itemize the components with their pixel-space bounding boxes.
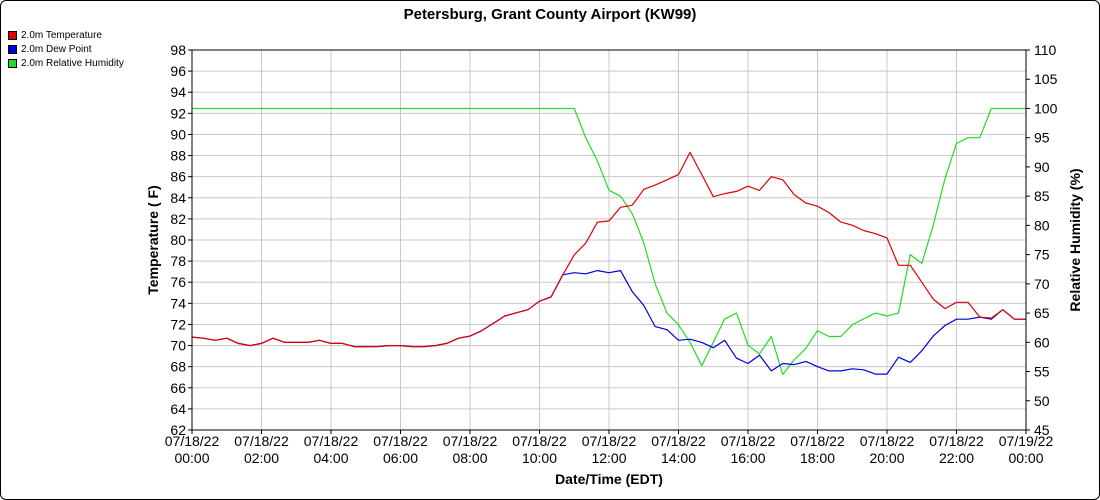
- legend-swatch-dew-point: [8, 44, 17, 54]
- y-tick-label: 80: [170, 232, 186, 248]
- legend: 2.0m Temperature 2.0m Dew Point 2.0m Rel…: [8, 28, 124, 70]
- y2-tick-label: 45: [1034, 422, 1050, 438]
- y2-tick-label: 75: [1034, 247, 1050, 263]
- x-tick-label-time: 10:00: [522, 450, 557, 466]
- legend-label-relative-humidity: 2.0m Relative Humidity: [21, 57, 124, 69]
- x-tick-label-time: 04:00: [313, 450, 348, 466]
- x-tick-label-time: 12:00: [591, 450, 626, 466]
- y-tick-label: 94: [170, 84, 186, 100]
- y-tick-label: 84: [170, 190, 186, 206]
- y2-tick-label: 110: [1034, 42, 1057, 58]
- x-tick-label-date: 07/18/22: [304, 433, 359, 449]
- x-tick-label-time: 18:00: [800, 450, 835, 466]
- y2-tick-label: 105: [1034, 71, 1058, 87]
- y-tick-label: 90: [170, 126, 186, 142]
- legend-item-relative-humidity: 2.0m Relative Humidity: [8, 56, 124, 70]
- y-tick-label: 96: [170, 63, 186, 79]
- y2-tick-label: 65: [1034, 305, 1050, 321]
- y2-tick-label: 50: [1034, 393, 1050, 409]
- legend-item-temperature: 2.0m Temperature: [8, 28, 124, 42]
- legend-swatch-temperature: [8, 30, 17, 40]
- x-tick-label-date: 07/18/22: [790, 433, 845, 449]
- plot-border: [191, 49, 1027, 431]
- y2-tick-label: 60: [1034, 334, 1050, 350]
- x-tick-label-time: 14:00: [661, 450, 696, 466]
- y2-tick-label: 70: [1034, 276, 1050, 292]
- x-tick-label-time: 06:00: [383, 450, 418, 466]
- x-tick-label-date: 07/18/22: [860, 433, 915, 449]
- x-tick-label-date: 07/18/22: [443, 433, 498, 449]
- y-tick-label: 68: [170, 359, 186, 375]
- legend-label-temperature: 2.0m Temperature: [21, 29, 102, 41]
- y2-tick-label: 55: [1034, 364, 1050, 380]
- y-tick-label: 76: [170, 274, 186, 290]
- legend-label-dew-point: 2.0m Dew Point: [21, 43, 92, 55]
- x-axis-label: Date/Time (EDT): [555, 471, 663, 487]
- y2-tick-label: 95: [1034, 130, 1050, 146]
- x-tick-label-date: 07/18/22: [234, 433, 289, 449]
- y-tick-label: 62: [170, 422, 186, 438]
- series-layer: [191, 107, 1026, 376]
- y-tick-label: 66: [170, 380, 186, 396]
- x-tick-label-date: 07/18/22: [165, 433, 220, 449]
- y2-tick-label: 100: [1034, 100, 1058, 116]
- y-tick-label: 82: [170, 211, 186, 227]
- x-tick-label-time: 22:00: [939, 450, 974, 466]
- x-tick-label-date: 07/18/22: [582, 433, 637, 449]
- x-tick-label-date: 07/18/22: [512, 433, 567, 449]
- axis-layer: 62 64 66 68 70 72 74 76 78 80 82 84 86 88 90 92 94 96 98 45…: [165, 42, 1058, 466]
- y-tick-label: 64: [170, 401, 186, 417]
- y2-tick-label: 90: [1034, 159, 1050, 175]
- x-tick-label-time: 20:00: [869, 450, 904, 466]
- x-tick-label-date: 07/18/22: [721, 433, 776, 449]
- x-tick-label-date: 07/19/22: [999, 433, 1054, 449]
- legend-item-dew-point: 2.0m Dew Point: [8, 42, 124, 56]
- y-tick-label: 72: [170, 316, 186, 332]
- y-tick-label: 78: [170, 253, 186, 269]
- y2-tick-label: 80: [1034, 217, 1050, 233]
- chart-title: Petersburg, Grant County Airport (KW99): [404, 6, 697, 23]
- y2-axis-label: Relative Humidity (%): [1067, 168, 1083, 311]
- x-tick-label-date: 07/18/22: [651, 433, 706, 449]
- y2-tick-label: 85: [1034, 188, 1050, 204]
- x-tick-label-time: 00:00: [174, 450, 209, 466]
- relative-humidity-line: [192, 107, 1026, 376]
- y-tick-label: 98: [170, 42, 186, 58]
- legend-swatch-relative-humidity: [8, 58, 17, 68]
- x-tick-label-date: 07/18/22: [929, 433, 984, 449]
- y-tick-label: 74: [170, 295, 186, 311]
- y-tick-label: 86: [170, 169, 186, 185]
- x-tick-label-time: 08:00: [452, 450, 487, 466]
- y-tick-label: 92: [170, 105, 186, 121]
- x-tick-label-date: 07/18/22: [373, 433, 428, 449]
- grid-layer: [191, 49, 1027, 431]
- temperature-line: [191, 151, 1026, 348]
- y-axis-label: Temperature ( F): [145, 185, 161, 294]
- x-tick-label-time: 16:00: [730, 450, 765, 466]
- x-tick-label-time: 02:00: [244, 450, 279, 466]
- y-tick-label: 70: [170, 338, 186, 354]
- y-tick-label: 88: [170, 148, 186, 164]
- x-tick-label-time: 00:00: [1008, 450, 1043, 466]
